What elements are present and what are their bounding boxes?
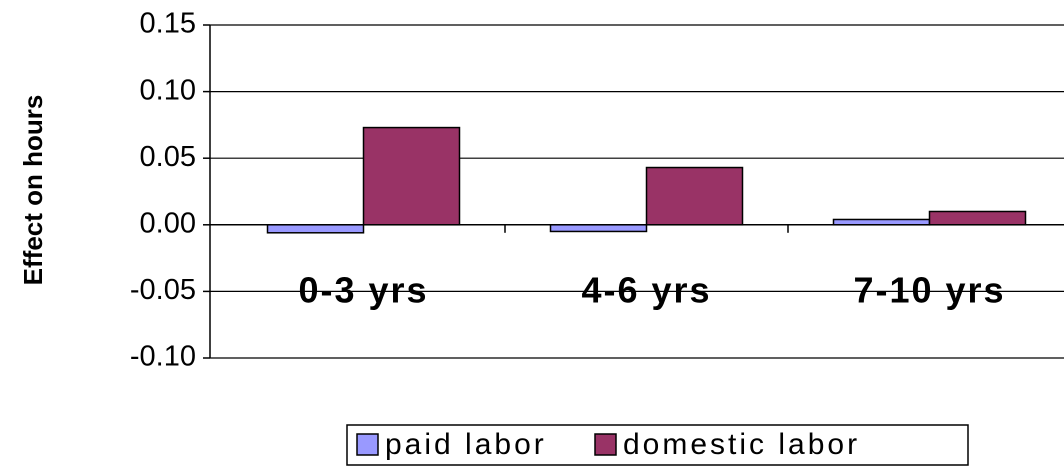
bar — [645, 166, 744, 226]
bar — [832, 218, 931, 226]
y-tick-label: 0.05 — [140, 141, 196, 173]
legend-label: paid labor — [385, 428, 547, 461]
bar — [362, 126, 461, 226]
bar — [549, 224, 648, 233]
bar — [266, 224, 365, 234]
y-tick-label: 0.00 — [140, 207, 196, 239]
x-tick-label: 4-6 yrs — [581, 270, 711, 311]
bar — [928, 210, 1027, 226]
y-tick-label: -0.05 — [130, 274, 196, 306]
legend-swatch — [356, 433, 379, 456]
y-tick-label: -0.10 — [130, 341, 196, 373]
y-axis-label: Effect on hours — [18, 95, 48, 286]
x-tick-label: 7-10 yrs — [853, 270, 1005, 311]
legend-label: domestic labor — [623, 428, 860, 461]
legend-swatch — [594, 433, 617, 456]
y-tick-label: 0.15 — [140, 8, 196, 40]
legend-box — [346, 424, 969, 466]
x-tick-label: 0-3 yrs — [298, 270, 428, 311]
y-tick-label: 0.10 — [140, 74, 196, 106]
